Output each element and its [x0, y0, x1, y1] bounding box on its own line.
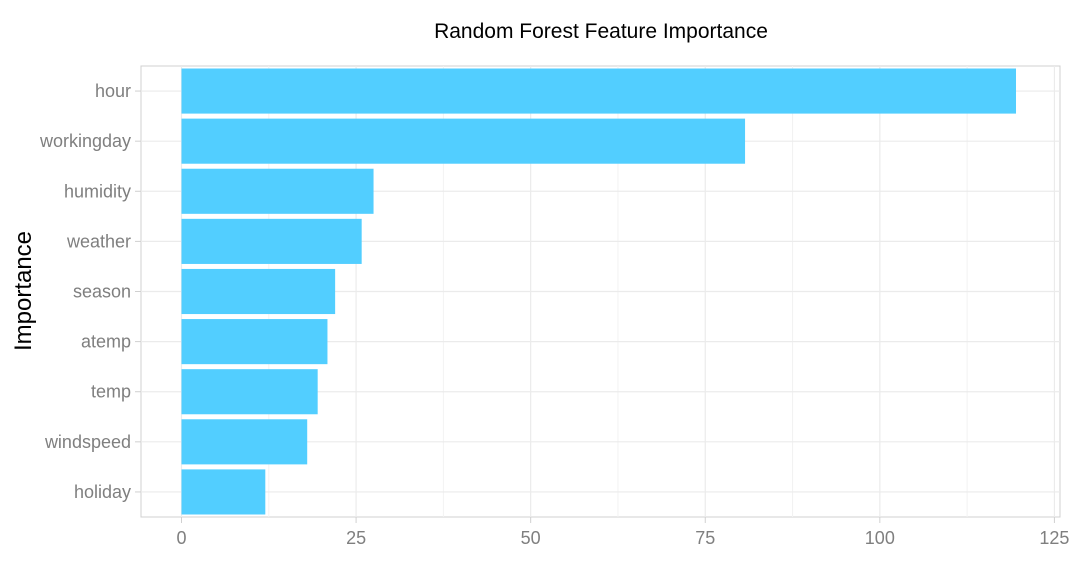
bar-hour	[181, 68, 1017, 114]
x-tick-label-0: 0	[176, 528, 186, 548]
bar-humidity	[181, 168, 374, 214]
y-tick-label-windspeed: windspeed	[44, 432, 131, 452]
bar-season	[181, 268, 336, 315]
x-tick-label-50: 50	[521, 528, 541, 548]
x-tick-label-25: 25	[346, 528, 366, 548]
bar-workingday	[181, 118, 746, 164]
x-tick-label-100: 100	[865, 528, 895, 548]
bar-temp	[181, 369, 318, 415]
y-tick-label-workingday: workingday	[39, 131, 131, 151]
x-tick-labels: 0 25 50 75 100 125	[176, 517, 1069, 548]
chart-title: Random Forest Feature Importance	[434, 20, 768, 43]
y-tick-label-holiday: holiday	[74, 482, 131, 502]
y-tick-label-temp: temp	[91, 382, 131, 402]
x-tick-label-75: 75	[695, 528, 715, 548]
y-axis-label: Importance	[10, 231, 37, 351]
y-tick-label-humidity: humidity	[64, 181, 131, 201]
bar-holiday	[181, 469, 266, 515]
y-tick-labels: hour workingday humidity weather season atemp…	[39, 81, 141, 502]
x-tick-label-125: 125	[1039, 528, 1069, 548]
y-tick-label-weather: weather	[66, 231, 131, 251]
y-tick-label-hour: hour	[95, 81, 131, 101]
bar-atemp	[181, 319, 328, 365]
bar-windspeed	[181, 419, 308, 465]
bars	[181, 68, 1017, 515]
y-tick-label-season: season	[73, 282, 131, 302]
bar-weather	[181, 218, 362, 264]
y-tick-label-atemp: atemp	[81, 332, 131, 352]
